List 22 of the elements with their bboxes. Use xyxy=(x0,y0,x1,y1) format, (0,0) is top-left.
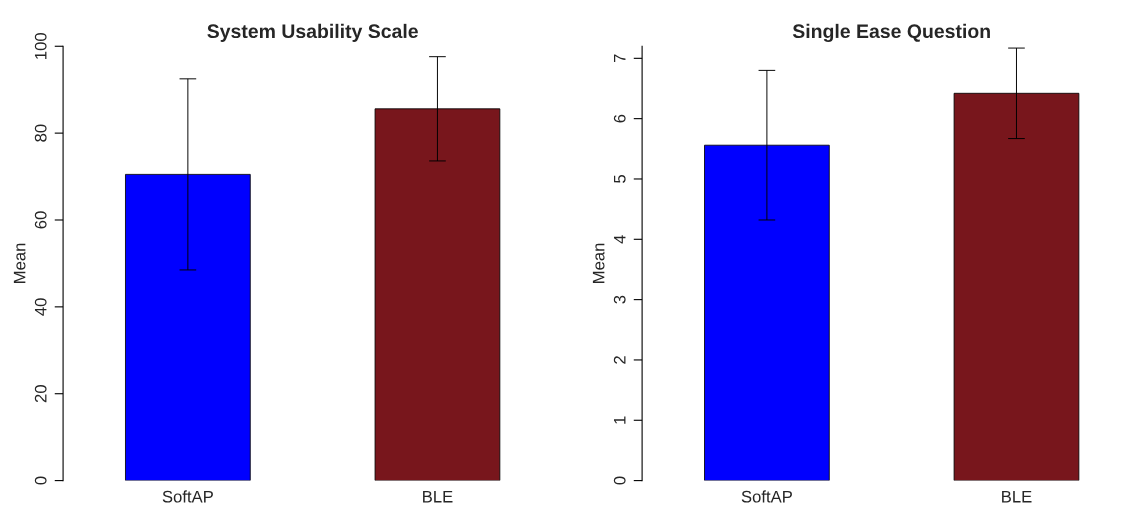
y-tick-label: 60 xyxy=(34,211,47,229)
y-tick-label: 40 xyxy=(34,298,47,316)
y-tick-label: 7 xyxy=(613,54,626,63)
x-tick-label: BLE xyxy=(1002,490,1032,503)
y-tick-label: 2 xyxy=(613,356,626,364)
y-axis-title: Mean xyxy=(13,243,26,283)
x-tick-label: BLE xyxy=(423,490,453,503)
y-tick-label: 20 xyxy=(34,385,47,403)
y-tick-label: 80 xyxy=(34,124,47,142)
x-tick-label: SoftAP xyxy=(162,490,213,503)
chart-title: System Usability Scale xyxy=(207,23,418,42)
y-tick-label: 5 xyxy=(613,175,626,183)
y-tick-label: 3 xyxy=(613,295,626,304)
y-tick-label: 4 xyxy=(613,235,626,244)
y-tick-label: 1 xyxy=(613,416,626,424)
y-tick-label: 6 xyxy=(613,114,626,123)
y-tick-label: 100 xyxy=(34,33,47,59)
y-axis-title: Mean xyxy=(592,243,605,283)
x-tick-label: SoftAP xyxy=(741,490,792,503)
y-tick-label: 0 xyxy=(613,476,626,485)
y-tick-label: 0 xyxy=(34,476,47,485)
chart-title: Single Ease Question xyxy=(792,23,990,43)
